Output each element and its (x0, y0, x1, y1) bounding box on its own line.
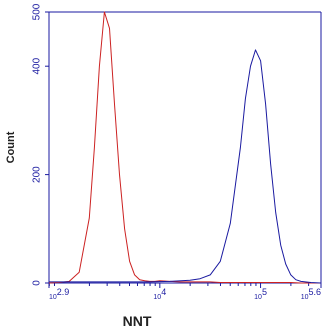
y-tick-label: 500 (32, 3, 43, 20)
y-axis-title: Count (5, 131, 17, 163)
x-tick-base: 10 (49, 294, 57, 301)
y-tick-label: 400 (32, 57, 43, 74)
series-layer (48, 11, 322, 284)
x-tick-base: 10 (301, 294, 309, 301)
x-tick-label: 104 (153, 287, 166, 301)
x-tick-exponent: 2.9 (57, 287, 70, 297)
x-tick-base: 10 (254, 294, 262, 301)
x-tick-label: 105.6 (301, 287, 321, 301)
x-tick-base: 10 (153, 294, 161, 301)
x-axis-title: NNT (123, 313, 152, 329)
y-tick-label: 200 (32, 166, 43, 183)
x-tick-exponent: 4 (161, 287, 166, 297)
x-tick-exponent: 5.6 (308, 287, 321, 297)
histogram-series-blue (49, 49, 322, 284)
x-tick-exponent: 5 (262, 287, 267, 297)
y-tick-label: 0 (32, 280, 43, 286)
x-tick-label: 102.9 (49, 287, 69, 301)
y-axis: 0 200 400 500 (32, 3, 49, 286)
x-tick-label: 105 (254, 287, 267, 301)
